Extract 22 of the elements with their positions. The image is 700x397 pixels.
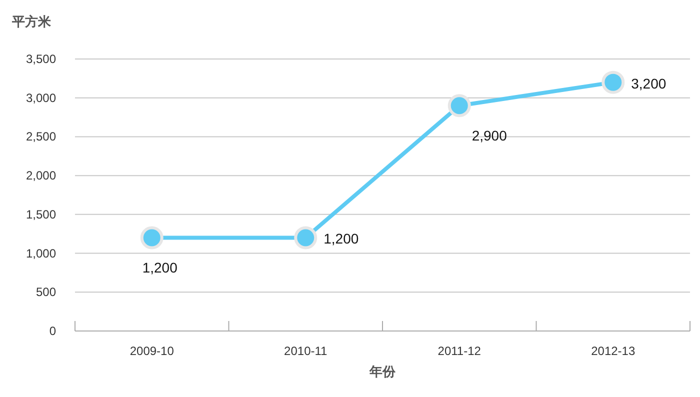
- data-label: 2,900: [472, 128, 508, 144]
- y-tick-label: 500: [36, 285, 56, 300]
- y-tick-label: 1,000: [26, 246, 56, 260]
- y-tick-label: 3,000: [26, 90, 56, 105]
- y-tick-label: 0: [49, 324, 56, 338]
- data-label: 1,200: [324, 230, 359, 247]
- point: [140, 226, 164, 250]
- y-tick-label: 2,000: [26, 168, 56, 183]
- x-tick-label: 2011-12: [438, 344, 482, 358]
- point: [294, 226, 318, 250]
- y-tick-label: 2,500: [26, 130, 56, 144]
- y-tick-label: 1,500: [26, 207, 56, 222]
- x-tick-label: 2010-11: [284, 344, 328, 358]
- y-axis-title: 平方米: [11, 14, 52, 29]
- point: [602, 70, 625, 94]
- data-label: 3,200: [631, 75, 666, 92]
- y-tick-label: 3,500: [26, 52, 56, 66]
- x-tick-label: 2009-10: [130, 344, 174, 358]
- point: [448, 94, 471, 118]
- x-tick-label: 2012-13: [591, 344, 636, 358]
- x-axis-title: 年份: [368, 364, 396, 379]
- data-label: 1,200: [142, 260, 178, 276]
